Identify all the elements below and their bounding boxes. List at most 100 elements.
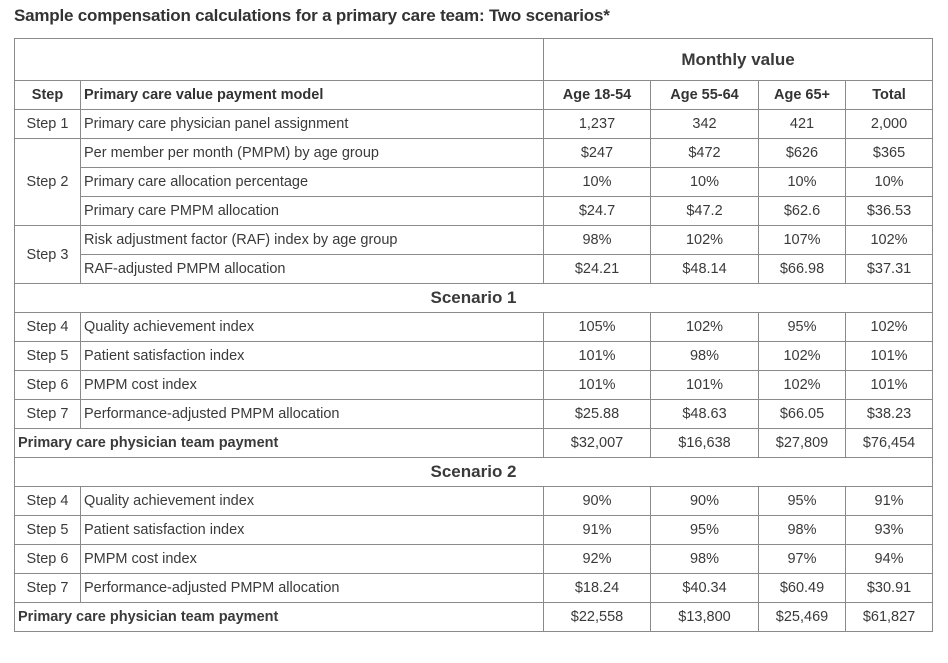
- value-cell: $247: [543, 138, 651, 168]
- header-group-row: Monthly value: [14, 38, 934, 81]
- scenario-2-title: Scenario 2: [13, 457, 934, 487]
- value-cell: 10%: [543, 167, 651, 197]
- row-label: PMPM cost index: [80, 370, 544, 400]
- step-cell: Step 4: [14, 312, 81, 342]
- value-cell: 102%: [844, 312, 934, 342]
- row-label: Performance-adjusted PMPM allocation: [80, 399, 544, 429]
- value-cell: 91%: [543, 515, 651, 545]
- column-header-age-65-plus: Age 65+: [758, 80, 846, 110]
- payment-value: $16,638: [650, 428, 759, 458]
- value-cell: 101%: [543, 341, 651, 371]
- payment-value: $13,800: [650, 602, 759, 632]
- row-label: Primary care physician panel assignment: [80, 109, 544, 139]
- value-cell: 102%: [650, 312, 759, 342]
- table-row: Primary care PMPM allocation $24.7 $47.2…: [15, 196, 934, 226]
- step-column-header: Step: [14, 80, 81, 110]
- value-cell: 91%: [844, 486, 934, 516]
- value-cell: $66.98: [758, 254, 846, 284]
- table-row: Step 6 PMPM cost index 101% 101% 102% 10…: [14, 370, 934, 400]
- value-cell: 421: [758, 109, 846, 139]
- step-cell: Step 6: [14, 370, 81, 400]
- step-cell: Step 2: [14, 138, 81, 226]
- value-cell: 102%: [758, 341, 846, 371]
- value-cell: 101%: [650, 370, 759, 400]
- table-row: Step 5 Patient satisfaction index 101% 9…: [14, 341, 934, 371]
- value-cell: 98%: [543, 225, 651, 255]
- value-cell: 101%: [844, 370, 934, 400]
- value-cell: 94%: [844, 544, 934, 574]
- value-cell: $48.14: [650, 254, 759, 284]
- scenario-header-row: Scenario 1: [13, 283, 934, 313]
- table-row: Step 7 Performance-adjusted PMPM allocat…: [14, 573, 934, 603]
- step-cell: Step 5: [14, 515, 81, 545]
- value-cell: $24.7: [543, 196, 651, 226]
- step-cell: Step 1: [14, 109, 81, 139]
- value-cell: $365: [844, 138, 934, 168]
- model-column-header: Primary care value payment model: [80, 80, 544, 110]
- header-blank-cell: [14, 38, 544, 81]
- payment-label: Primary care physician team payment: [14, 602, 544, 632]
- value-cell: 102%: [758, 370, 846, 400]
- column-header-age-18-54: Age 18-54: [543, 80, 651, 110]
- payment-value: $76,454: [844, 428, 934, 458]
- step-cell: Step 5: [14, 341, 81, 371]
- row-label: PMPM cost index: [80, 544, 544, 574]
- table-row: Step 2 Per member per month (PMPM) by ag…: [14, 138, 934, 226]
- value-cell: 342: [650, 109, 759, 139]
- scenario-1-title: Scenario 1: [13, 283, 934, 313]
- value-cell: 97%: [758, 544, 846, 574]
- table-row: Step 7 Performance-adjusted PMPM allocat…: [14, 399, 934, 429]
- value-cell: $18.24: [543, 573, 651, 603]
- table-row: Primary care allocation percentage 10% 1…: [15, 167, 934, 197]
- value-cell: $60.49: [758, 573, 846, 603]
- value-cell: 101%: [543, 370, 651, 400]
- row-label: Primary care allocation percentage: [80, 167, 544, 197]
- value-cell: 95%: [758, 486, 846, 516]
- table-row: Step 3 Risk adjustment factor (RAF) inde…: [14, 225, 934, 284]
- value-cell: 102%: [844, 225, 934, 255]
- step-cell: Step 7: [14, 573, 81, 603]
- payment-label: Primary care physician team payment: [14, 428, 544, 458]
- value-cell: $25.88: [543, 399, 651, 429]
- value-cell: $66.05: [758, 399, 846, 429]
- value-cell: $47.2: [650, 196, 759, 226]
- value-cell: 90%: [650, 486, 759, 516]
- payment-value: $22,558: [543, 602, 651, 632]
- value-cell: $38.23: [844, 399, 934, 429]
- value-cell: 98%: [758, 515, 846, 545]
- row-label: Per member per month (PMPM) by age group: [80, 138, 544, 168]
- value-cell: 2,000: [844, 109, 934, 139]
- value-cell: $472: [650, 138, 759, 168]
- value-cell: 102%: [650, 225, 759, 255]
- payment-value: $61,827: [844, 602, 934, 632]
- table-row: Step 4 Quality achievement index 105% 10…: [14, 312, 934, 342]
- value-cell: $30.91: [844, 573, 934, 603]
- value-cell: 10%: [844, 167, 934, 197]
- table-row: Step 6 PMPM cost index 92% 98% 97% 94%: [14, 544, 934, 574]
- value-cell: $24.21: [543, 254, 651, 284]
- payment-value: $25,469: [758, 602, 846, 632]
- table-title: Sample compensation calculations for a p…: [14, 6, 610, 25]
- value-cell: 101%: [844, 341, 934, 371]
- column-header-age-55-64: Age 55-64: [650, 80, 759, 110]
- payment-row: Primary care physician team payment $22,…: [14, 602, 934, 632]
- step-cell: Step 7: [14, 399, 81, 429]
- value-cell: $40.34: [650, 573, 759, 603]
- table-row: Step 1 Primary care physician panel assi…: [14, 109, 934, 139]
- value-cell: $37.31: [844, 254, 934, 284]
- row-label: Performance-adjusted PMPM allocation: [80, 573, 544, 603]
- table-row: Step 5 Patient satisfaction index 91% 95…: [14, 515, 934, 545]
- payment-row: Primary care physician team payment $32,…: [14, 428, 934, 458]
- value-cell: 98%: [650, 341, 759, 371]
- value-cell: 10%: [758, 167, 846, 197]
- value-cell: 1,237: [543, 109, 651, 139]
- value-cell: 10%: [650, 167, 759, 197]
- step-cell: Step 6: [14, 544, 81, 574]
- column-header-total: Total: [844, 80, 934, 110]
- value-cell: $48.63: [650, 399, 759, 429]
- value-cell: $36.53: [844, 196, 934, 226]
- value-cell: $626: [758, 138, 846, 168]
- monthly-value-header: Monthly value: [542, 38, 934, 81]
- row-label: Patient satisfaction index: [80, 515, 544, 545]
- column-header-row: Step Primary care value payment model Ag…: [14, 80, 934, 110]
